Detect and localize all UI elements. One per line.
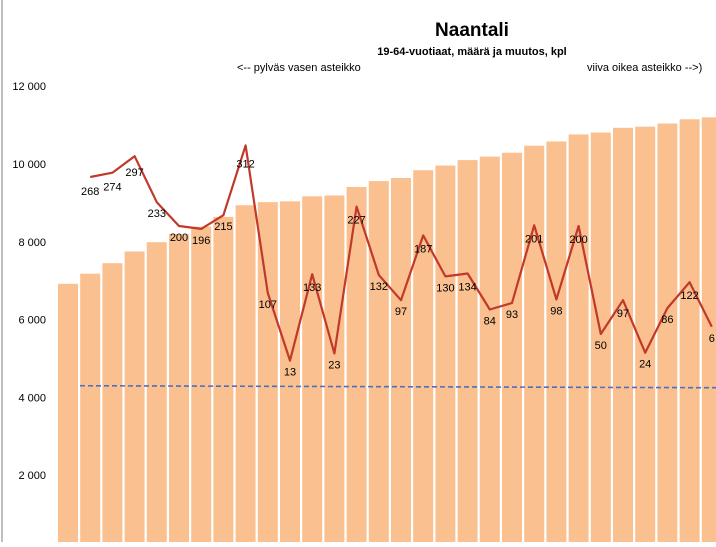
data-label: 132 <box>370 281 388 293</box>
data-label: 50 <box>595 340 607 352</box>
data-label: 133 <box>303 282 321 294</box>
data-label: 86 <box>661 314 673 326</box>
data-label: 312 <box>236 158 254 170</box>
chart-title: Naantali <box>435 20 509 41</box>
data-label: 84 <box>484 316 496 328</box>
bar <box>169 234 189 542</box>
y-tick-label: 12 000 <box>12 81 46 93</box>
data-labels: 268 274 297 233 200 196 215 312 107 13 133 23 227 132… <box>81 158 715 378</box>
reference-line-group <box>79 384 716 389</box>
data-label: 122 <box>680 290 698 302</box>
data-label: 130 <box>436 282 454 294</box>
bar <box>324 195 345 542</box>
y-tick-label: 10 000 <box>12 159 46 171</box>
bar <box>457 160 478 543</box>
data-label: 200 <box>569 234 587 246</box>
left-axis-note: <-- pylväs vasen asteikko <box>237 62 361 74</box>
bar <box>102 263 123 542</box>
data-label: 201 <box>525 233 543 245</box>
data-label: 23 <box>328 359 340 371</box>
y-tick-label: 4 000 <box>18 392 46 404</box>
data-label: 215 <box>214 221 232 233</box>
bar <box>302 196 323 543</box>
bar <box>58 283 78 542</box>
bar <box>635 126 656 542</box>
bar <box>546 141 567 543</box>
data-label: 196 <box>192 235 210 247</box>
data-label: 268 <box>81 186 99 198</box>
bar <box>391 178 411 542</box>
bar <box>280 201 300 542</box>
bar <box>701 117 716 542</box>
y-tick-label: 2 000 <box>18 470 46 482</box>
bar <box>213 216 234 543</box>
data-label: 13 <box>284 367 296 379</box>
chart-subtitle: 19-64-vuotiaat, määrä ja muutos, kpl <box>377 46 567 58</box>
bar <box>568 134 589 542</box>
bar <box>435 165 456 542</box>
bar <box>502 152 522 542</box>
data-label: 97 <box>617 308 629 320</box>
data-label: 98 <box>550 305 562 317</box>
bar <box>657 123 678 542</box>
bar <box>80 273 101 542</box>
data-label: 227 <box>347 215 365 227</box>
bar <box>479 156 500 542</box>
bar <box>124 251 145 542</box>
data-label: 187 <box>414 243 432 255</box>
data-label: 24 <box>639 359 651 371</box>
data-label: 97 <box>395 306 407 318</box>
data-label: 6 <box>709 333 715 345</box>
bar <box>413 170 434 542</box>
bar <box>191 226 212 542</box>
bar <box>679 119 700 542</box>
data-label: 233 <box>148 208 166 220</box>
reference-line <box>79 384 716 389</box>
right-axis-note: viiva oikea asteikko -->) <box>587 62 702 74</box>
bar <box>346 186 367 543</box>
y-tick-label: 6 000 <box>18 315 46 327</box>
line-path <box>89 144 713 362</box>
bar-series <box>58 117 716 543</box>
bar <box>235 205 256 542</box>
data-label: 274 <box>103 182 121 194</box>
bar <box>613 127 633 542</box>
data-label: 134 <box>458 282 476 294</box>
bar <box>146 242 167 542</box>
data-label: 107 <box>259 299 277 311</box>
data-label: 297 <box>125 167 143 179</box>
data-label: 93 <box>506 309 518 321</box>
bar <box>590 132 611 542</box>
data-label: 200 <box>170 232 188 244</box>
bar <box>524 145 545 543</box>
line-series <box>89 144 713 362</box>
bar <box>368 181 389 542</box>
bar <box>257 202 278 542</box>
y-tick-label: 8 000 <box>18 237 46 249</box>
